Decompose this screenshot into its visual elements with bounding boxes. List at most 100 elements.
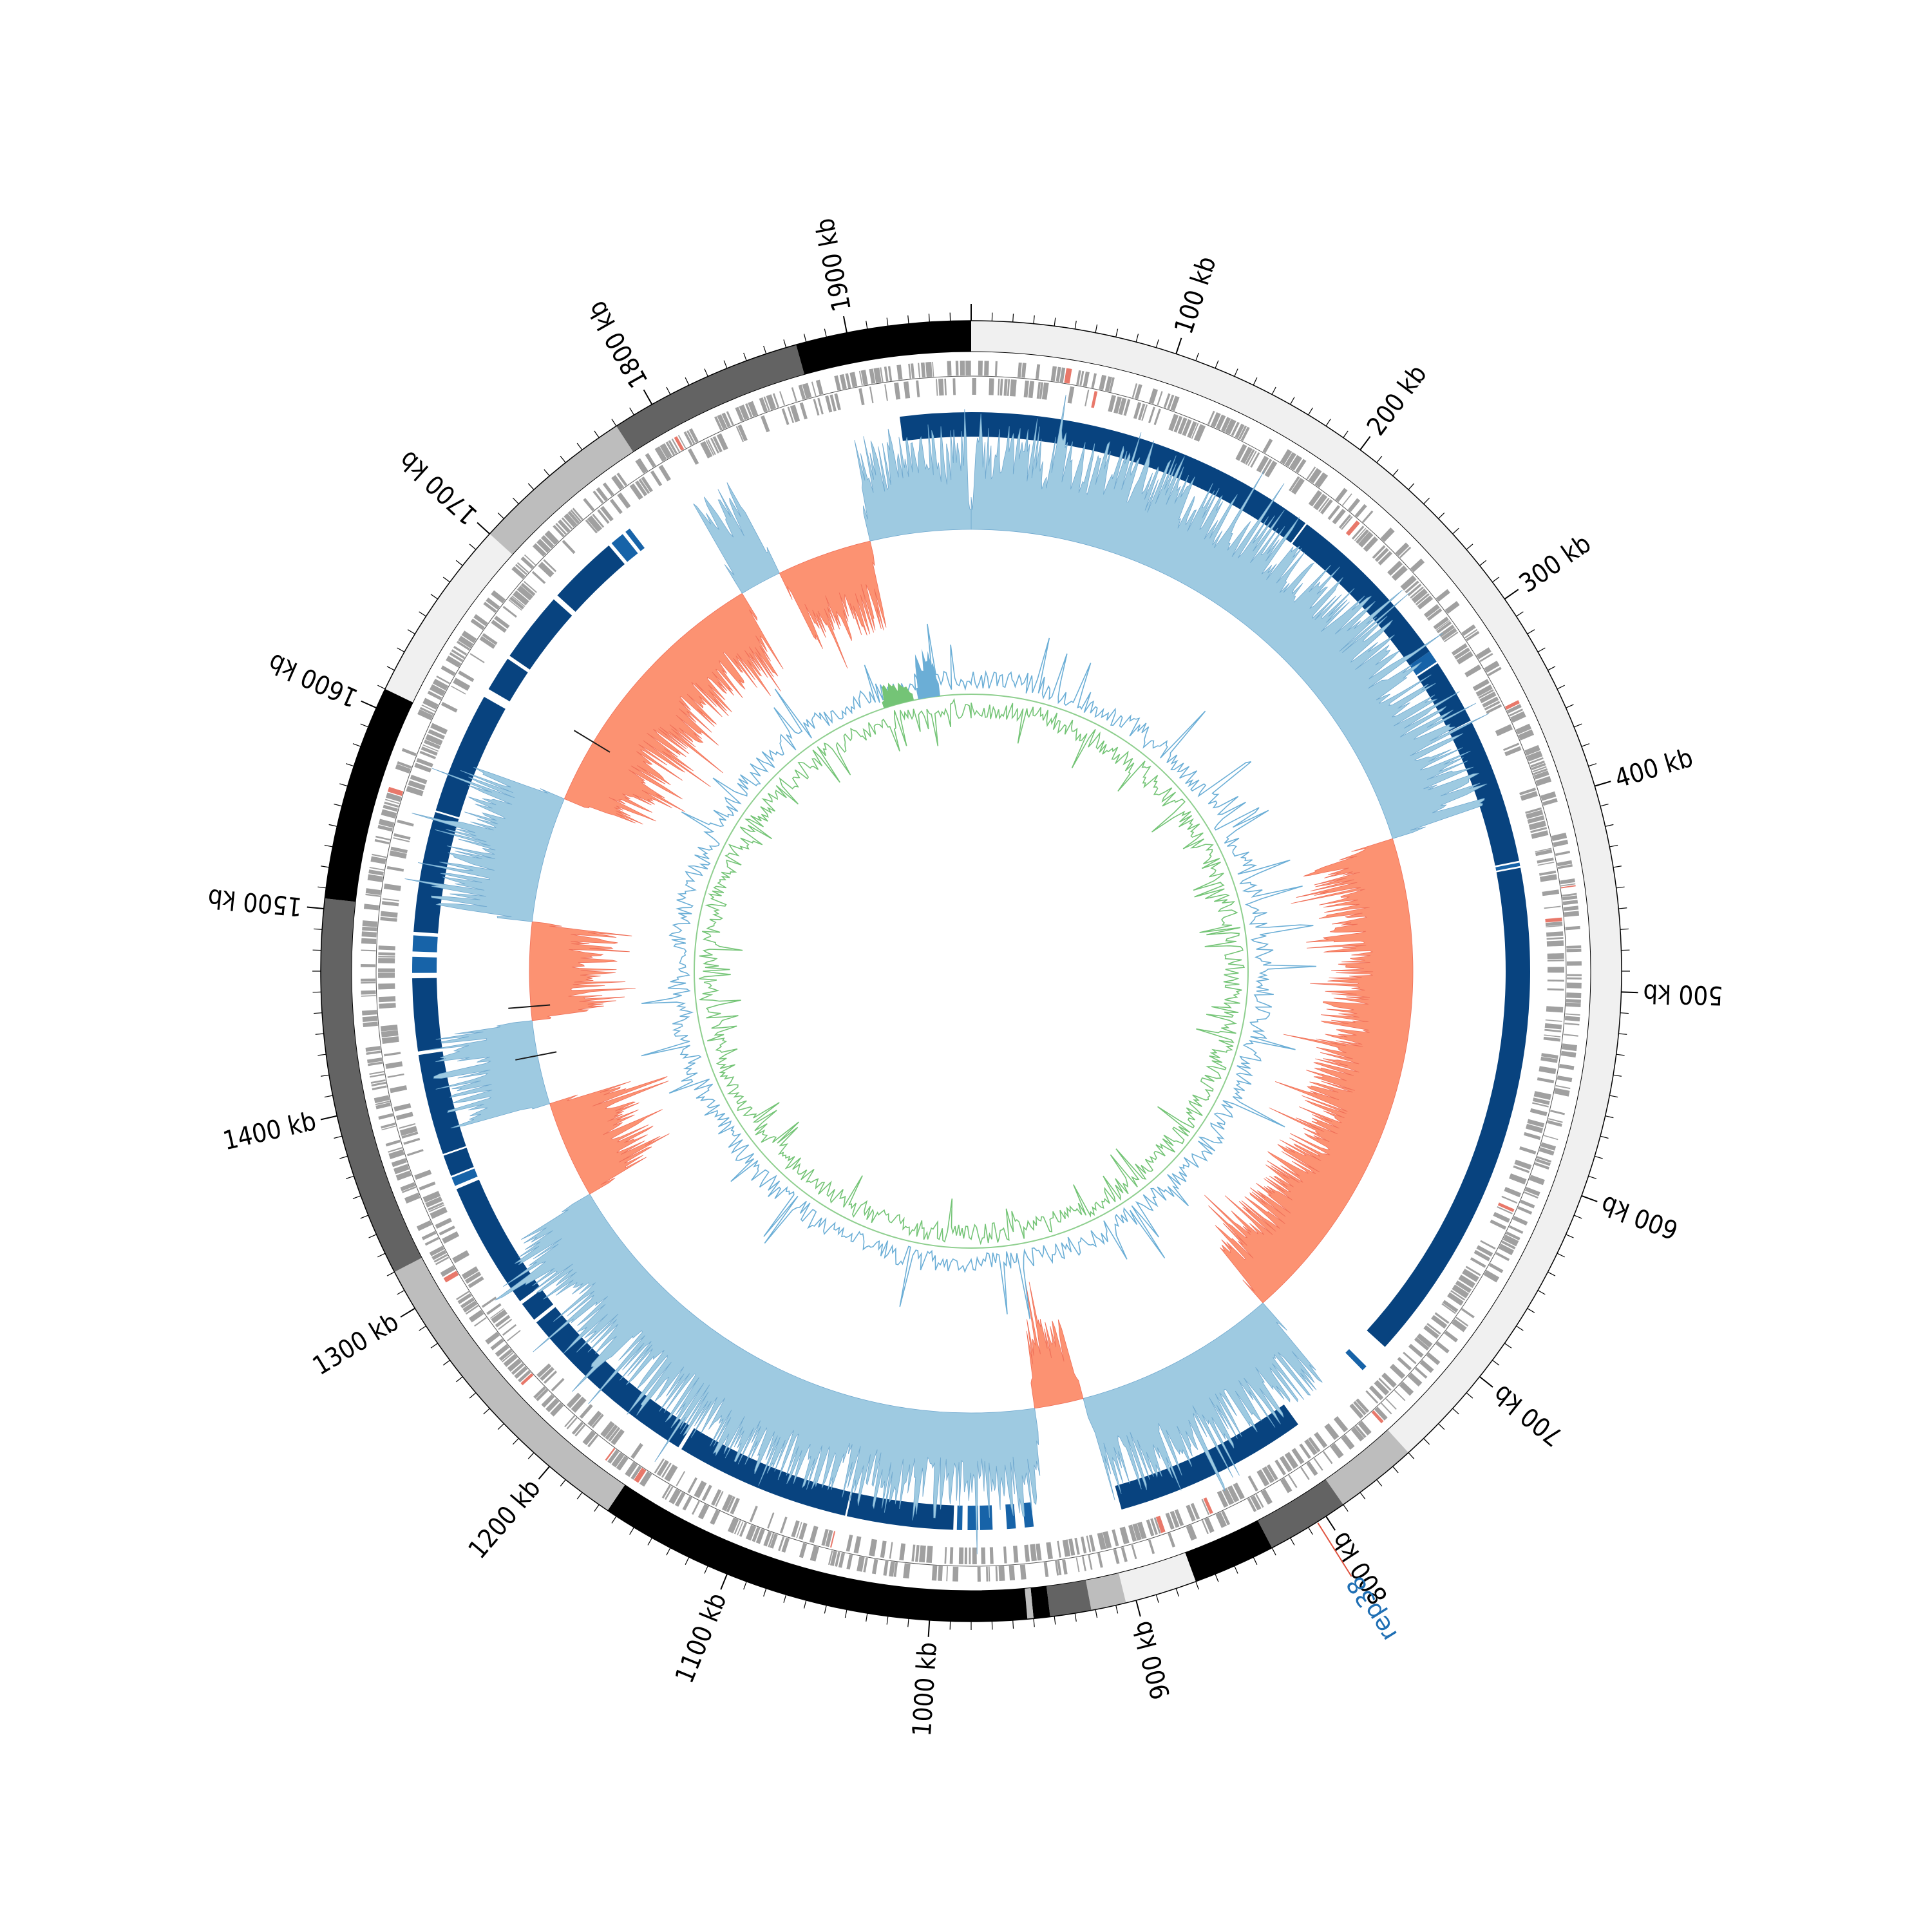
gene-feature	[1119, 1526, 1130, 1544]
alignment-block-23	[412, 978, 442, 1052]
alignment-block-30	[557, 545, 625, 612]
gene-feature	[1345, 520, 1360, 536]
gene-feature	[1439, 625, 1455, 638]
gene-feature	[1165, 1512, 1175, 1530]
gene-feature	[1186, 1504, 1196, 1522]
gene-feature	[735, 426, 744, 442]
gene-feature	[908, 363, 911, 379]
gene-feature	[1532, 766, 1547, 773]
gene-feature	[1168, 413, 1179, 431]
gene-feature	[1535, 776, 1552, 786]
gene-feature	[404, 1192, 421, 1204]
gene-feature	[998, 1566, 1005, 1581]
minor-tick	[314, 1012, 323, 1014]
minor-tick	[345, 763, 354, 767]
tick-label-300kb: 300 kb	[1514, 529, 1596, 599]
gene-feature	[1416, 1333, 1433, 1348]
gene-feature	[1519, 1146, 1537, 1155]
gene-feature	[366, 1050, 381, 1056]
gene-feature	[1109, 377, 1115, 392]
minor-tick	[1595, 1155, 1603, 1159]
gene-feature	[857, 1556, 865, 1572]
gene-feature	[430, 684, 446, 697]
minor-tick	[907, 1618, 909, 1627]
alignment-block-10	[1022, 1502, 1034, 1528]
gene-feature	[949, 1547, 954, 1564]
gene-feature	[1177, 417, 1188, 435]
gene-feature	[1488, 1263, 1504, 1273]
gene-feature	[802, 383, 812, 399]
gene-feature	[1118, 397, 1127, 415]
gene-feature	[1506, 1231, 1520, 1241]
gene-feature	[988, 1566, 990, 1582]
gene-feature	[989, 378, 994, 395]
minor-tick	[866, 321, 868, 330]
gene-feature	[849, 372, 858, 388]
gene-feature	[1533, 768, 1548, 775]
gene-feature	[1288, 1474, 1298, 1488]
minor-tick	[527, 1452, 535, 1459]
tick-label-600kb: 600 kb	[1597, 1189, 1682, 1245]
gene-feature	[1452, 1284, 1470, 1299]
gene-feature	[372, 853, 387, 858]
gene-feature	[1356, 529, 1369, 544]
gene-feature	[896, 365, 903, 380]
gene-feature	[938, 379, 944, 396]
gene-feature	[370, 1079, 386, 1084]
gene-feature	[422, 697, 439, 710]
minor-tick	[497, 512, 504, 519]
minor-tick	[352, 743, 361, 747]
gene-feature	[1535, 1159, 1551, 1166]
gene-feature	[658, 464, 671, 482]
gene-feature	[766, 394, 777, 410]
gene-feature	[1537, 1156, 1552, 1163]
gene-feature	[845, 373, 851, 388]
gene-feature	[1504, 1186, 1522, 1198]
gc-content-peak	[882, 683, 914, 708]
gene-feature	[639, 1471, 652, 1487]
minor-tick	[317, 886, 327, 889]
minor-tick	[594, 430, 600, 438]
minor-tick	[783, 1595, 787, 1603]
gene-feature	[558, 519, 571, 533]
gene-feature	[446, 656, 462, 668]
gene-feature	[491, 1309, 507, 1324]
gene-feature	[839, 374, 847, 390]
gene-feature	[1138, 403, 1146, 421]
alignment-block-29	[509, 599, 573, 670]
minor-tick	[629, 1527, 634, 1535]
gene-feature	[380, 911, 398, 918]
gene-feature	[846, 1534, 853, 1552]
gene-feature	[1508, 1225, 1524, 1234]
minor-tick	[803, 1600, 807, 1609]
gene-feature	[1547, 1120, 1562, 1127]
gene-feature	[1395, 542, 1410, 556]
gene-feature	[1434, 1312, 1450, 1324]
gene-feature	[838, 1552, 845, 1568]
minor-tick	[576, 1492, 583, 1500]
gene-feature	[1524, 744, 1540, 756]
annotation-label-rep38: rep38	[1341, 1571, 1403, 1647]
gene-feature	[1076, 370, 1081, 386]
minor-tick	[1620, 1012, 1629, 1014]
gene-feature	[1461, 624, 1476, 636]
gene-feature	[778, 1536, 785, 1551]
alignment-block-9	[1115, 1405, 1298, 1510]
gene-feature	[1389, 1363, 1406, 1379]
contig-segment-8	[1030, 1586, 1050, 1619]
gene-feature	[1350, 1426, 1365, 1442]
gene-feature	[964, 1547, 967, 1564]
major-tick	[307, 906, 324, 910]
gene-feature	[1381, 1372, 1397, 1388]
gene-feature	[433, 1254, 448, 1263]
gene-feature	[440, 1265, 456, 1277]
gene-feature	[716, 433, 728, 451]
gene-feature	[468, 1276, 484, 1289]
gene-feature	[1423, 603, 1440, 618]
gene-feature	[965, 361, 971, 376]
minor-tick	[1054, 1616, 1056, 1625]
gene-feature	[825, 1530, 833, 1548]
tick-label-1500kb: 1500 kb	[207, 883, 303, 922]
gene-feature	[745, 1524, 757, 1541]
